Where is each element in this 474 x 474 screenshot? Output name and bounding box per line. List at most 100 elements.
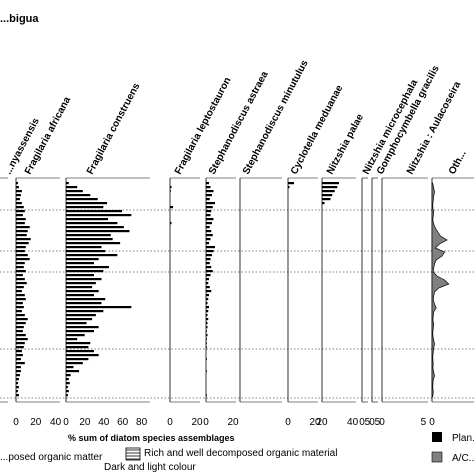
panel [321,177,356,403]
taxon-bar [66,274,94,277]
taxon-bar [66,338,78,341]
taxon-bar [16,294,25,297]
taxon-bar [16,202,22,205]
taxon-bar [66,346,89,349]
taxon-bar [66,214,132,217]
taxon-bar [206,322,208,325]
taxon-bar [16,314,25,317]
taxon-bar [16,386,19,389]
taxon-bar [66,238,113,241]
taxon-bar [16,262,25,265]
taxon-bar [206,298,209,301]
taxon-bar [16,198,20,201]
taxon-bar [206,334,208,337]
taxon-bar [16,242,29,245]
taxon-bar [16,226,30,229]
taxon-bar [16,222,25,225]
taxon-bar [206,286,210,289]
panel [169,177,200,403]
taxon-bar [16,318,28,321]
taxon-bar [66,186,78,189]
taxon-bar [206,182,209,185]
taxon-bar [206,218,214,221]
taxon-bar [16,394,19,397]
taxon-bar [66,314,96,317]
legend-label: ...posed organic matter [0,452,103,463]
taxon-bar [16,250,25,253]
taxon-bar [66,226,124,229]
taxon-bar [206,194,212,197]
taxon-bar [322,194,333,197]
panel [205,177,236,403]
taxon-bar [16,210,25,213]
taxon-bar [16,358,21,361]
taxon-bar [206,186,211,189]
taxon-bar [16,206,24,209]
taxon-bar [66,222,118,225]
taxon-bar [66,334,85,337]
taxon-bar [206,246,215,249]
taxon-bar [16,354,23,357]
taxon-bar [16,310,22,313]
taxon-bar [16,190,22,193]
taxon-bar [16,390,18,393]
taxon-bar [66,298,106,301]
taxon-bar [206,198,210,201]
taxon-bar [66,294,94,297]
taxon-bar [66,218,108,221]
taxon-bar [16,322,26,325]
taxon-bar [66,210,122,213]
taxon-bar [16,266,24,269]
taxon-bar [16,326,24,329]
taxon-bar [322,186,338,189]
tick-label: 0 [63,417,69,428]
taxon-bar [66,254,118,257]
taxon-bar [16,350,22,353]
tick-label: 5 [421,417,427,428]
taxon-bar [16,374,20,377]
taxon-bar [66,182,69,185]
taxon-bar [66,382,70,385]
tick-label: 60 [117,417,129,428]
taxon-bar [206,222,212,225]
taxon-bar [170,186,172,189]
taxon-bar [66,374,71,377]
taxon-bar [16,282,27,285]
taxon-bar [66,234,111,237]
taxon-bar [66,290,99,293]
taxon-bar [66,318,93,321]
taxon-label: Stephanodiscus astraea [207,69,271,176]
taxon-bar [16,382,18,385]
taxon-bar [66,206,104,209]
taxon-bar [66,306,132,309]
taxon-bar [206,242,209,245]
legend-label: A/C... [452,453,474,464]
legend-swatch-grey [431,451,443,463]
taxon-bar [66,354,99,357]
taxon-bar [66,190,83,193]
tick-label: 0 [369,417,375,428]
taxon-bar [16,278,25,281]
legend: ...posed organic matter Rich and well dec… [0,432,474,473]
taxon-bar [206,310,209,313]
taxon-bar [206,302,208,305]
taxon-bar [16,274,23,277]
taxon-bar [66,350,94,353]
taxon-bar [206,346,207,349]
tick-label: 0 [203,417,209,428]
panel [371,177,378,403]
taxon-bar [16,338,28,341]
taxon-bar [206,202,215,205]
taxon-bar [170,190,171,193]
tick-label: 20 [309,417,321,428]
taxon-bar [16,186,19,189]
taxon-bar [16,378,19,381]
taxon-bar [206,254,212,257]
taxon-bar [16,366,21,369]
taxon-bar [206,206,213,209]
legend-swatch-striped [125,447,141,461]
taxon-bar [206,250,214,253]
tick-label: 0 [359,417,365,428]
panel [361,177,368,403]
